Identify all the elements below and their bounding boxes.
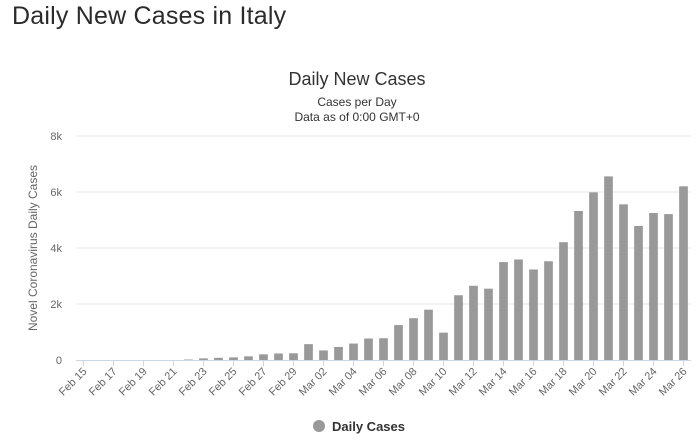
bar[interactable] (469, 285, 478, 360)
x-tick-label: Mar 10 (417, 366, 450, 399)
x-tick-label: Feb 29 (267, 366, 300, 399)
x-tick-label: Mar 02 (297, 366, 330, 399)
x-tick-label: Feb 15 (57, 366, 90, 399)
bar[interactable] (409, 318, 418, 360)
x-tick-label: Feb 27 (237, 366, 270, 399)
y-tick-label: 4k (50, 243, 62, 255)
page-heading: Daily New Cases in Italy (12, 2, 287, 30)
bar[interactable] (364, 338, 373, 360)
bar[interactable] (559, 242, 568, 360)
gridlines (76, 135, 691, 305)
y-axis-ticks: 0 2k 4k 6k 8k (50, 131, 62, 367)
bar[interactable] (349, 343, 358, 360)
bar[interactable] (334, 346, 343, 360)
x-tick-label: Mar 14 (477, 366, 510, 399)
bar[interactable] (589, 192, 598, 360)
bar[interactable] (604, 176, 613, 360)
bar[interactable] (679, 186, 688, 360)
legend-marker (313, 420, 325, 432)
legend[interactable]: Daily Cases (313, 419, 405, 434)
x-tick-label: Feb 23 (177, 366, 210, 399)
y-tick-label: 0 (56, 355, 62, 367)
x-tick-label: Mar 24 (627, 366, 660, 399)
bar[interactable] (514, 259, 523, 360)
chart-title: Daily New Cases (288, 69, 425, 89)
chart-subtitle-line-2: Data as of 0:00 GMT+0 (294, 110, 419, 124)
bar[interactable] (664, 214, 673, 360)
bar[interactable] (199, 358, 208, 360)
x-tick-label: Mar 22 (597, 366, 630, 399)
legend-label[interactable]: Daily Cases (332, 419, 405, 434)
bar[interactable] (379, 338, 388, 360)
bars (184, 176, 688, 360)
bar[interactable] (499, 262, 508, 360)
bar[interactable] (424, 309, 433, 360)
bar[interactable] (574, 210, 583, 360)
x-tick-label: Mar 26 (657, 366, 690, 399)
chart-subtitle-line-1: Cases per Day (317, 95, 396, 109)
bar[interactable] (394, 325, 403, 360)
bar[interactable] (289, 353, 298, 360)
x-tick-label: Mar 06 (357, 366, 390, 399)
x-tick-label: Feb 21 (147, 366, 180, 399)
x-tick-label: Mar 20 (567, 366, 600, 399)
bar[interactable] (529, 269, 538, 360)
y-tick-label: 2k (50, 299, 62, 311)
bar[interactable] (304, 344, 313, 360)
x-tick-label: Feb 25 (207, 366, 240, 399)
x-tick-label: Mar 18 (537, 366, 570, 399)
bar[interactable] (259, 354, 268, 360)
bar[interactable] (544, 261, 553, 360)
x-tick-label: Mar 04 (327, 366, 360, 399)
bar[interactable] (634, 225, 643, 360)
y-tick-label: 8k (50, 131, 62, 143)
bar[interactable] (229, 357, 238, 360)
bar[interactable] (274, 353, 283, 360)
bar[interactable] (454, 295, 463, 360)
x-tick-label: Mar 12 (447, 366, 480, 399)
bar[interactable] (619, 204, 628, 360)
x-tick-label: Feb 17 (87, 366, 120, 399)
bar[interactable] (484, 288, 493, 360)
bar[interactable] (214, 357, 223, 360)
y-tick-label: 6k (50, 187, 62, 199)
bar[interactable] (319, 350, 328, 360)
bar[interactable] (439, 332, 448, 360)
bar[interactable] (244, 356, 253, 360)
x-tick-label: Mar 08 (387, 366, 420, 399)
x-tick-label: Mar 16 (507, 366, 540, 399)
bar[interactable] (649, 213, 658, 360)
y-axis-label: Novel Coronavirus Daily Cases (26, 165, 40, 331)
x-tick-label: Feb 19 (117, 366, 150, 399)
